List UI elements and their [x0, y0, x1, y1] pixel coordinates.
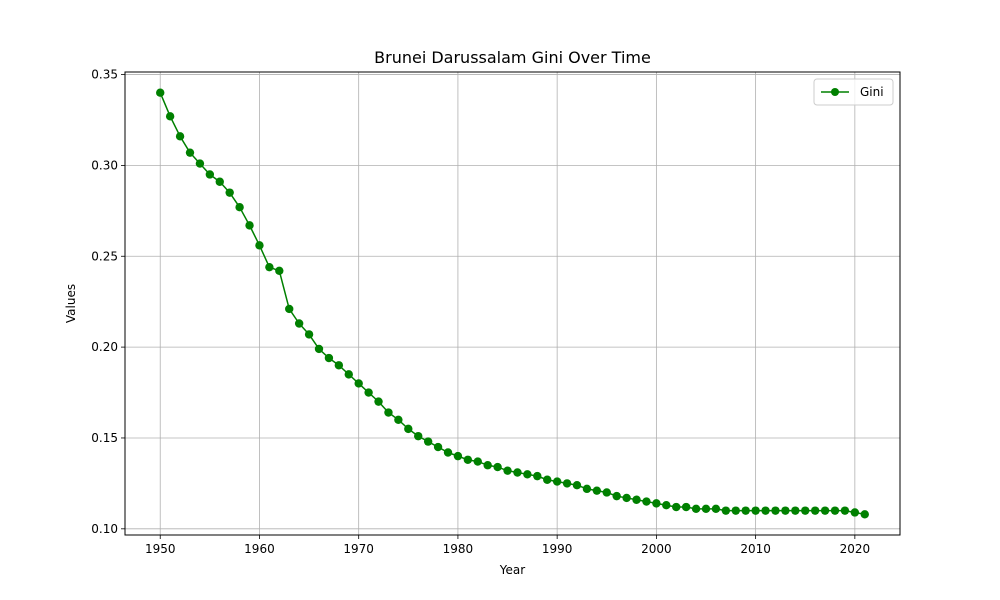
data-point — [672, 502, 681, 512]
data-point — [334, 361, 344, 370]
data-point — [453, 451, 463, 461]
y-tick-label: 0.15 — [91, 431, 118, 445]
data-point — [245, 221, 254, 230]
data-point — [761, 506, 770, 515]
data-point — [285, 304, 294, 314]
axis-ticks: 1950 1960 1970 1980 1990 2000 2010 2020 0.10 0.15… — [91, 68, 870, 556]
data-point — [850, 508, 860, 517]
data-point — [681, 502, 691, 512]
data-point — [751, 506, 760, 515]
data-point — [195, 159, 205, 168]
y-axis-label: Values — [64, 284, 78, 323]
data-point — [741, 506, 750, 515]
data-point — [473, 457, 482, 466]
data-point — [572, 481, 582, 490]
data-point — [801, 506, 810, 515]
data-point — [384, 408, 393, 417]
data-point — [433, 442, 443, 452]
grid-lines — [125, 72, 900, 535]
data-point — [860, 510, 869, 519]
data-point — [344, 370, 353, 379]
data-point — [701, 504, 711, 514]
data-point — [562, 479, 572, 488]
legend-box — [813, 78, 894, 106]
x-tick-label: 1970 — [343, 542, 374, 556]
data-point — [175, 132, 185, 141]
x-tick-label: 1950 — [145, 542, 176, 556]
data-point — [215, 177, 224, 186]
plot-area-frame — [124, 71, 901, 536]
legend: Gini — [813, 78, 894, 106]
data-point — [552, 477, 562, 486]
data-point — [820, 506, 830, 515]
series-layer — [156, 88, 869, 519]
data-point — [493, 462, 502, 472]
data-point — [265, 262, 274, 272]
chart-title: Brunei Darussalam Gini Over Time — [374, 48, 651, 67]
data-point — [642, 497, 651, 506]
data-point — [513, 468, 522, 477]
data-point — [791, 506, 800, 515]
data-point — [275, 266, 284, 275]
data-point — [423, 437, 433, 446]
data-point — [721, 506, 731, 515]
y-tick-label: 0.20 — [91, 340, 118, 354]
data-point — [731, 506, 740, 515]
x-tick-label: 2000 — [641, 542, 672, 556]
data-point — [781, 506, 790, 515]
data-point — [156, 88, 165, 97]
data-point — [225, 188, 234, 197]
data-point — [771, 506, 780, 515]
y-tick-label: 0.30 — [91, 158, 118, 172]
data-point — [463, 455, 473, 464]
data-point — [374, 397, 383, 406]
data-point — [165, 112, 175, 121]
legend-marker-sample — [831, 88, 839, 96]
data-point — [662, 500, 671, 510]
data-point — [840, 506, 850, 515]
data-point — [255, 241, 264, 250]
data-point — [533, 471, 542, 481]
data-point — [691, 504, 701, 514]
data-point — [394, 415, 403, 424]
x-tick-label: 2010 — [740, 542, 771, 556]
x-tick-label: 1960 — [244, 542, 275, 556]
y-tick-label: 0.25 — [91, 249, 118, 263]
data-point — [632, 495, 641, 504]
data-point — [483, 461, 492, 470]
y-tick-label: 0.10 — [91, 522, 118, 536]
x-axis-label: Year — [499, 563, 525, 577]
data-point — [364, 388, 373, 397]
data-point — [304, 330, 314, 339]
data-point — [314, 344, 324, 354]
data-point — [503, 466, 512, 475]
x-tick-label: 1990 — [542, 542, 573, 556]
data-point — [810, 506, 820, 515]
data-point — [354, 379, 363, 388]
data-point — [235, 202, 244, 212]
data-point — [443, 448, 453, 457]
data-point — [294, 319, 304, 328]
x-tick-label: 1980 — [443, 542, 474, 556]
data-point — [523, 470, 532, 479]
data-point — [414, 431, 423, 441]
data-point — [830, 506, 840, 515]
x-tick-label: 2020 — [840, 542, 871, 556]
data-point — [582, 484, 592, 494]
data-point — [592, 486, 602, 495]
data-point — [652, 499, 661, 508]
data-point — [205, 170, 215, 179]
data-point — [404, 424, 413, 434]
y-tick-label: 0.35 — [91, 68, 118, 82]
data-point — [543, 475, 552, 484]
data-point — [622, 493, 631, 503]
data-point — [612, 491, 621, 501]
legend-label-gini: Gini — [860, 85, 884, 99]
data-point — [602, 488, 611, 497]
data-point — [185, 148, 195, 157]
data-point — [324, 353, 334, 363]
data-point — [711, 504, 721, 514]
